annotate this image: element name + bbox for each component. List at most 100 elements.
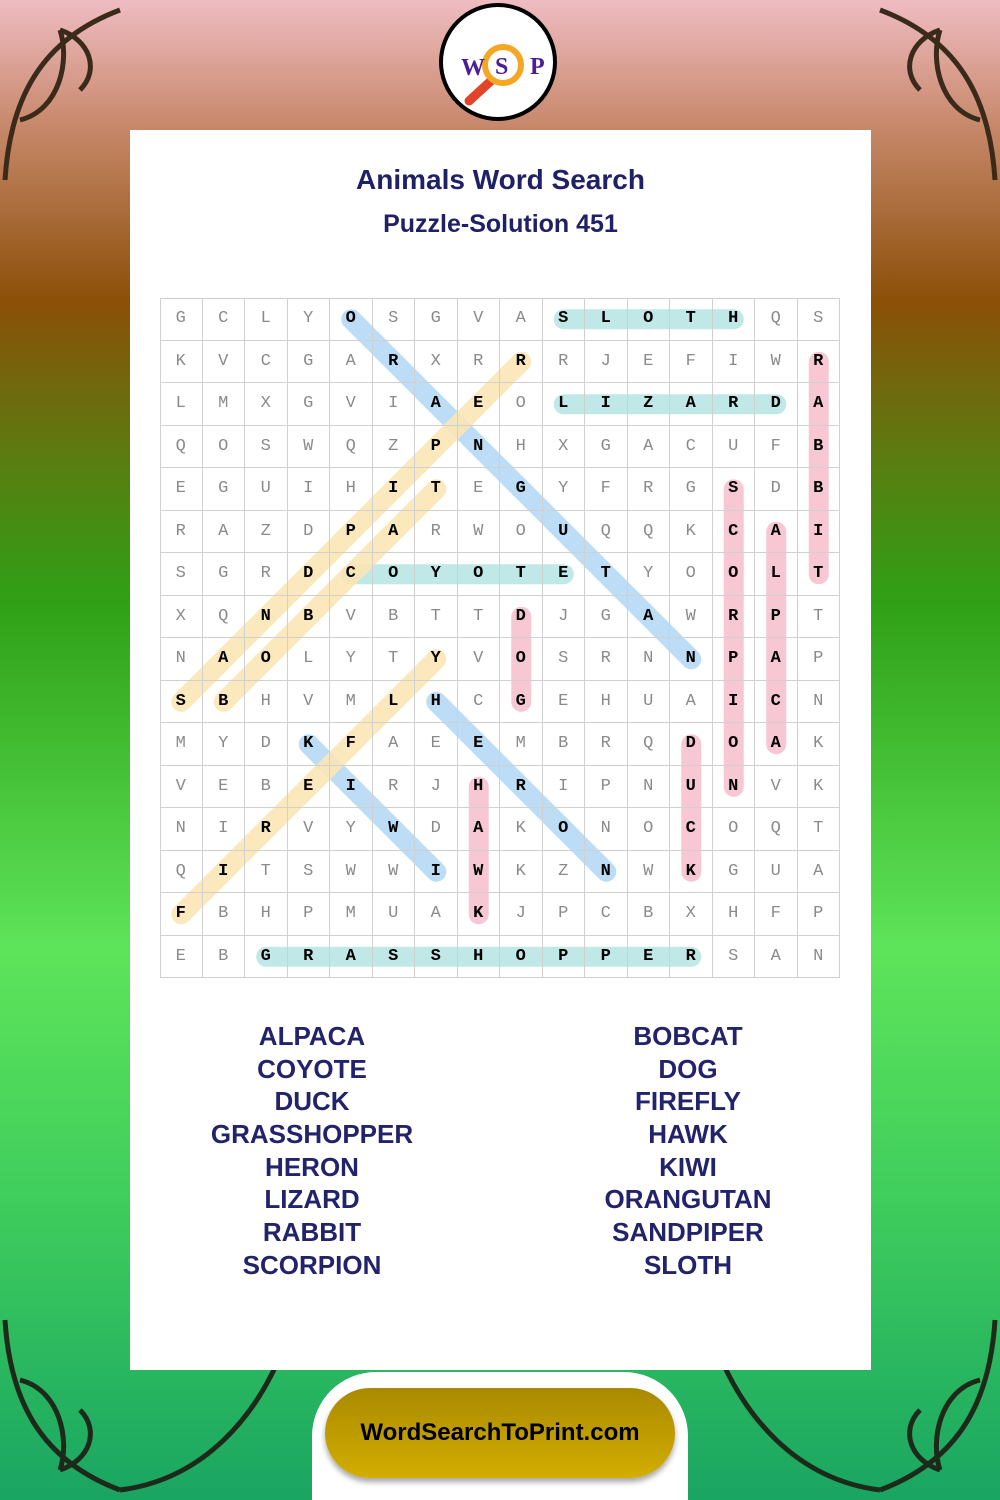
- grid-cell: R: [712, 595, 755, 638]
- logo-letter-p: P: [530, 54, 545, 80]
- grid-cell: E: [287, 765, 330, 808]
- grid-cell: A: [372, 723, 415, 766]
- grid-cell: S: [797, 298, 840, 341]
- grid-cell: R: [542, 340, 585, 383]
- grid-cell: N: [627, 638, 670, 681]
- grid-cell: A: [755, 935, 798, 978]
- grid-cell: G: [500, 680, 543, 723]
- grid-cell: R: [585, 723, 628, 766]
- grid-cell: R: [287, 935, 330, 978]
- grid-cell: O: [500, 383, 543, 426]
- grid-cell: E: [160, 935, 203, 978]
- grid-cell: C: [457, 680, 500, 723]
- grid-cell: R: [415, 510, 458, 553]
- ornament-bottom-left-icon: [2, 1319, 293, 1493]
- grid-cell: P: [542, 893, 585, 936]
- grid-cell: P: [585, 765, 628, 808]
- grid-cell: E: [542, 680, 585, 723]
- grid-cell: R: [160, 510, 203, 553]
- grid-cell: V: [202, 340, 245, 383]
- website-link-button[interactable]: WordSearchToPrint.com: [325, 1388, 675, 1478]
- word-list-item: DUCK: [274, 1086, 350, 1117]
- grid-cell: A: [755, 723, 798, 766]
- grid-cell: H: [457, 935, 500, 978]
- grid-cell: K: [797, 765, 840, 808]
- grid-cell: Q: [160, 425, 203, 468]
- grid-cell: A: [415, 383, 458, 426]
- page-subtitle: Puzzle-Solution 451: [383, 210, 618, 238]
- grid-cell: D: [670, 723, 713, 766]
- grid-cell: I: [712, 680, 755, 723]
- word-list-item: SLOTH: [643, 1249, 733, 1280]
- grid-cell: P: [585, 935, 628, 978]
- grid-cell: I: [542, 765, 585, 808]
- grid-cell: S: [372, 935, 415, 978]
- grid-cell: V: [755, 765, 798, 808]
- grid-cell: E: [457, 468, 500, 511]
- grid-cell: E: [627, 340, 670, 383]
- grid-cell: H: [415, 680, 458, 723]
- grid-cell: M: [330, 680, 373, 723]
- logo-letter-w: W: [461, 55, 485, 81]
- grid-cell: V: [287, 680, 330, 723]
- grid-cell: S: [160, 680, 203, 723]
- grid-cell: H: [585, 680, 628, 723]
- magnifying-glass-icon: W S P: [461, 44, 545, 106]
- grid-cell: N: [585, 808, 628, 851]
- grid-cell: N: [797, 935, 840, 978]
- grid-cell: G: [585, 425, 628, 468]
- word-list-item: SCORPION: [242, 1249, 382, 1280]
- grid-cell: D: [500, 595, 543, 638]
- grid-cell: N: [585, 850, 628, 893]
- grid-cell: R: [245, 808, 288, 851]
- grid-cell: I: [415, 850, 458, 893]
- grid-cell: T: [670, 298, 713, 341]
- grid-cell: X: [542, 425, 585, 468]
- grid-cell: X: [160, 595, 203, 638]
- grid-cell: U: [372, 893, 415, 936]
- grid-cell: A: [797, 850, 840, 893]
- grid-cell: S: [160, 553, 203, 596]
- word-list-item: KIWI: [659, 1151, 717, 1182]
- grid-cell: U: [670, 765, 713, 808]
- grid-cell: T: [797, 553, 840, 596]
- grid-cell: H: [245, 680, 288, 723]
- grid-cell: O: [712, 723, 755, 766]
- grid-cell: A: [755, 638, 798, 681]
- grid-cell: R: [245, 553, 288, 596]
- grid-cell: S: [372, 298, 415, 341]
- grid-cell: N: [670, 638, 713, 681]
- word-list-item: COYOTE: [257, 1053, 367, 1084]
- grid-cell: S: [542, 638, 585, 681]
- grid-cell: G: [287, 340, 330, 383]
- grid-cell: P: [797, 893, 840, 936]
- grid-cell: Q: [202, 595, 245, 638]
- grid-cell: R: [670, 935, 713, 978]
- grid-cell: W: [627, 850, 670, 893]
- grid-cell: W: [457, 850, 500, 893]
- grid-cell: L: [755, 553, 798, 596]
- grid-cell: A: [627, 425, 670, 468]
- grid-cell: S: [712, 935, 755, 978]
- grid-cell: I: [330, 765, 373, 808]
- grid-cell: Y: [330, 808, 373, 851]
- grid-cell: A: [372, 510, 415, 553]
- grid-cell: R: [627, 468, 670, 511]
- grid-cell: Q: [627, 723, 670, 766]
- grid-cell: D: [755, 383, 798, 426]
- grid-cell: I: [585, 383, 628, 426]
- grid-cell: F: [330, 723, 373, 766]
- grid-cell: X: [670, 893, 713, 936]
- grid-cell: A: [670, 383, 713, 426]
- solution-highlights: [171, 309, 829, 967]
- highlight-orangutan: [341, 309, 702, 670]
- grid-cell: B: [245, 765, 288, 808]
- grid-cell: P: [542, 935, 585, 978]
- grid-cell: O: [627, 298, 670, 341]
- grid-cell: C: [330, 553, 373, 596]
- grid-cell: B: [202, 893, 245, 936]
- grid-cell: D: [287, 510, 330, 553]
- grid-cell: U: [755, 850, 798, 893]
- grid-cell: V: [330, 595, 373, 638]
- grid-cell: D: [755, 468, 798, 511]
